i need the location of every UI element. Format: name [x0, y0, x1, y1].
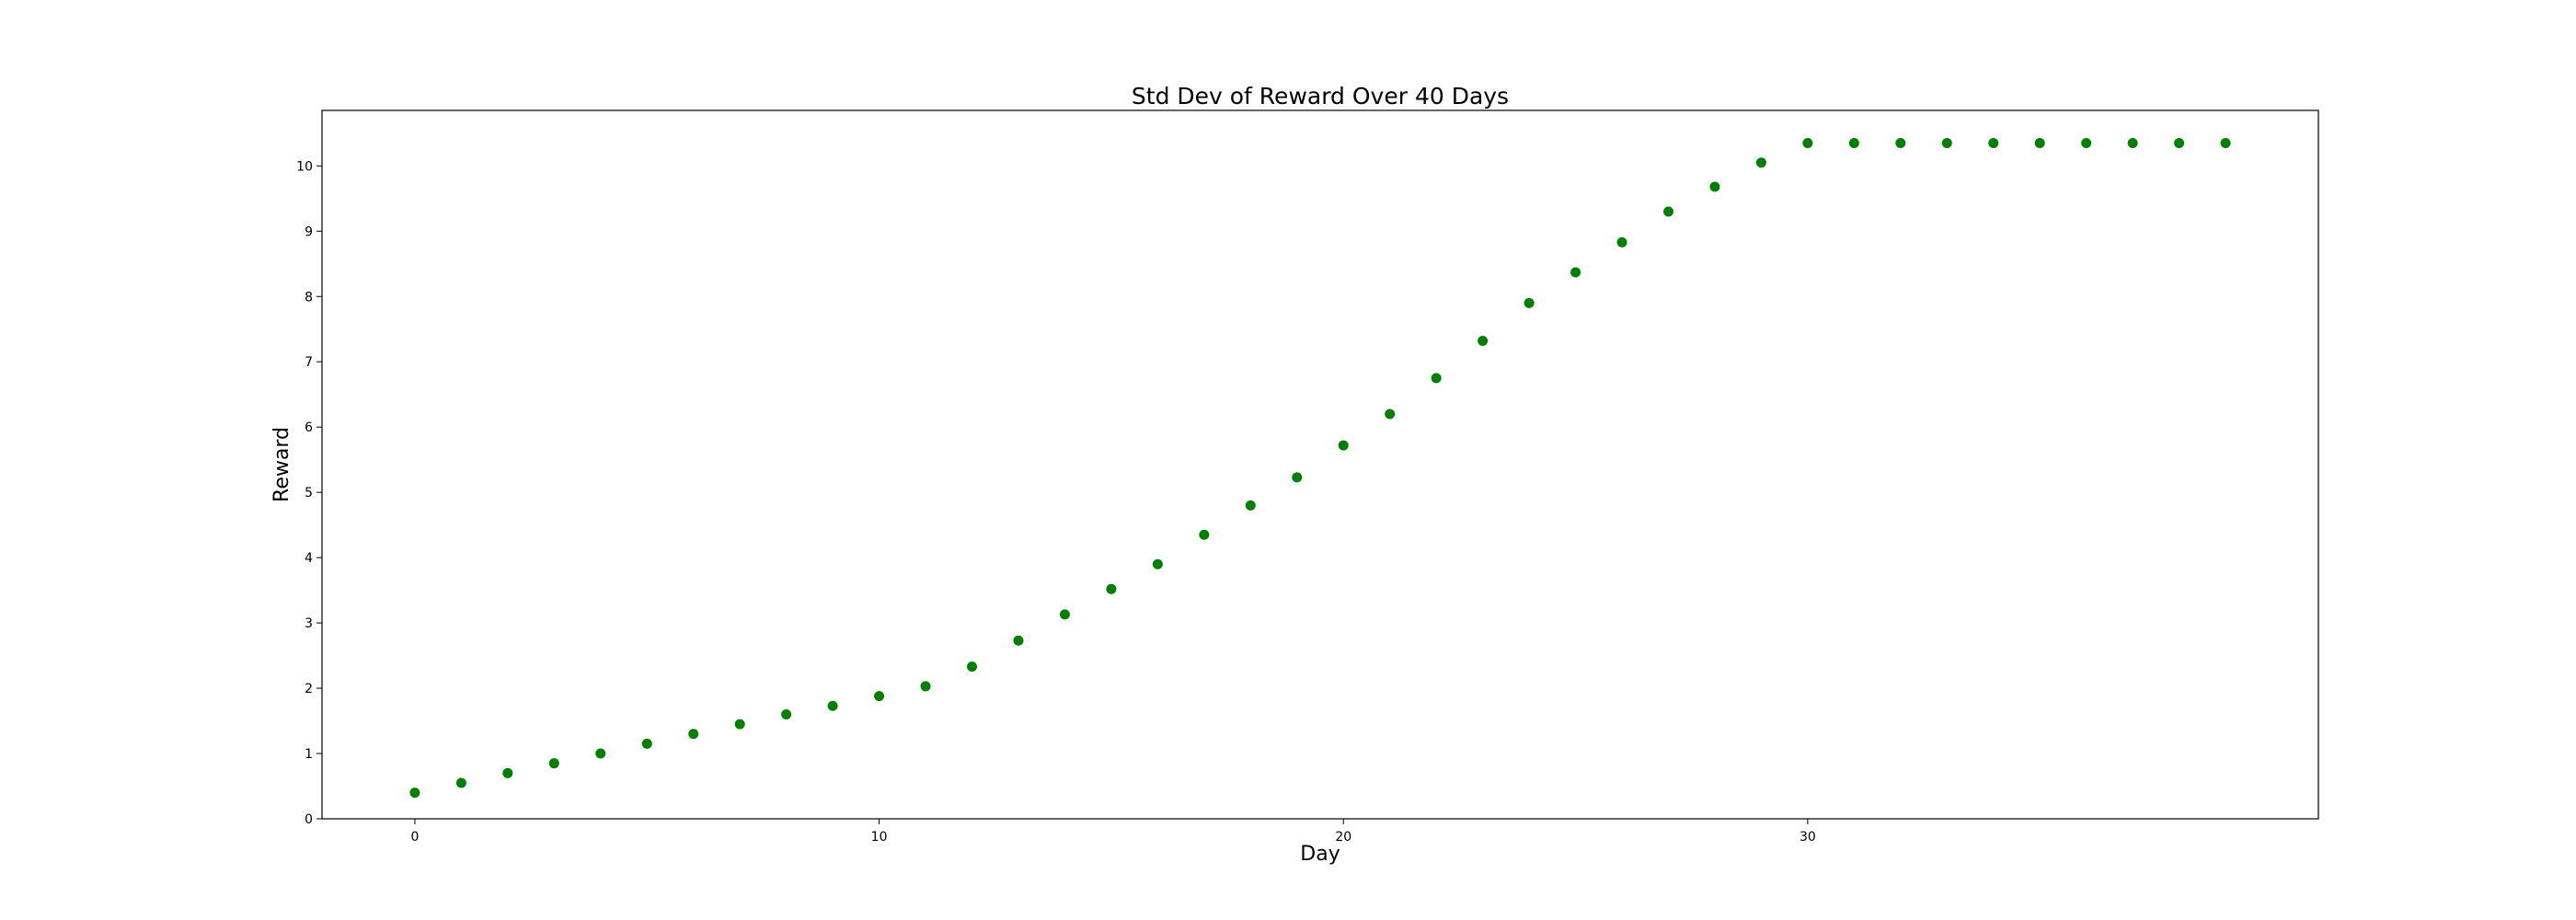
data-point — [781, 708, 792, 719]
y-tick-label: 9 — [305, 224, 313, 239]
x-tick-label: 20 — [1335, 830, 1351, 845]
data-point — [1013, 635, 1024, 646]
data-point — [874, 691, 885, 702]
y-axis-label: Reward — [270, 427, 293, 502]
y-tick-label: 6 — [305, 420, 313, 435]
data-point — [2081, 137, 2092, 148]
x-tick-label: 10 — [871, 830, 888, 845]
data-point — [1988, 137, 1999, 148]
x-axis: 0 10 20 30 — [410, 819, 1816, 845]
y-tick-label: 3 — [305, 616, 313, 631]
y-tick-label: 2 — [305, 682, 313, 696]
y-axis: 0 1 2 3 4 5 6 7 8 9 10 — [296, 159, 322, 827]
data-point — [2220, 137, 2231, 148]
data-point — [2174, 137, 2185, 148]
data-point — [1385, 408, 1396, 420]
data-point — [2127, 137, 2138, 148]
x-tick-label: 30 — [1800, 830, 1816, 845]
data-point — [1755, 157, 1766, 168]
data-point — [1199, 529, 1210, 540]
data-point — [1941, 137, 1952, 148]
data-point — [1059, 609, 1070, 620]
data-point — [1431, 373, 1442, 384]
plot-frame — [321, 109, 2319, 820]
data-point — [1802, 137, 1813, 148]
data-point — [1616, 236, 1627, 247]
data-points — [409, 137, 2231, 799]
x-tick-label: 0 — [410, 830, 419, 845]
y-tick-label: 0 — [305, 812, 313, 827]
data-point — [1524, 297, 1535, 308]
y-tick-label: 7 — [305, 355, 313, 370]
data-point — [1478, 336, 1489, 347]
data-point — [1895, 137, 1906, 148]
x-axis-label: Day — [1300, 843, 1340, 866]
y-tick-label: 8 — [305, 290, 313, 305]
y-tick-label: 4 — [305, 551, 313, 566]
data-point — [1338, 440, 1349, 451]
y-tick-label: 10 — [296, 159, 313, 174]
data-point — [1848, 137, 1859, 148]
data-point — [1245, 500, 1256, 511]
data-point — [827, 700, 838, 711]
data-point — [455, 777, 466, 788]
data-point — [734, 719, 745, 730]
data-point — [1570, 267, 1581, 278]
data-point — [548, 758, 559, 769]
data-point — [688, 729, 699, 740]
data-point — [1709, 181, 1720, 192]
data-point — [595, 748, 606, 759]
data-point — [409, 788, 420, 799]
data-point — [2034, 137, 2045, 148]
data-point — [1662, 206, 1673, 217]
data-point — [967, 661, 978, 673]
y-tick-label: 1 — [305, 747, 313, 762]
data-point — [1106, 583, 1117, 594]
data-point — [920, 681, 931, 692]
data-point — [1152, 558, 1163, 569]
data-point — [641, 738, 652, 749]
data-point — [1292, 472, 1303, 483]
chart-title: Std Dev of Reward Over 40 Days — [1132, 83, 1509, 109]
y-tick-label: 5 — [305, 486, 313, 500]
data-point — [502, 767, 513, 778]
